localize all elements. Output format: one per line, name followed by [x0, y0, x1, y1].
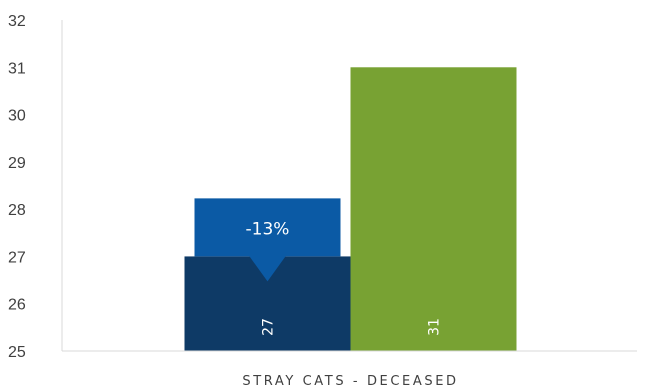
y-tick-label: 32 [8, 13, 26, 30]
y-axis: 25 26 27 28 29 30 31 32 [8, 13, 63, 361]
bar [350, 67, 517, 352]
y-tick-label: 31 [8, 60, 26, 77]
data-labels: 27 31 [261, 318, 443, 336]
data-label: 27 [261, 318, 277, 336]
y-tick-label: 30 [8, 108, 26, 125]
data-label: 31 [427, 318, 443, 336]
callout-box [194, 198, 341, 282]
x-axis: STRAY CATS - DECEASED [62, 350, 637, 389]
x-category-label: STRAY CATS - DECEASED [242, 374, 458, 389]
y-tick-label: 27 [8, 249, 26, 266]
callout-label: -13% [246, 219, 290, 239]
y-tick-label: 25 [8, 344, 26, 361]
y-tick-label: 28 [8, 202, 26, 219]
y-tick-label: 29 [8, 155, 26, 172]
change-callout: -13% [194, 198, 341, 282]
y-tick-label: 26 [8, 297, 26, 314]
